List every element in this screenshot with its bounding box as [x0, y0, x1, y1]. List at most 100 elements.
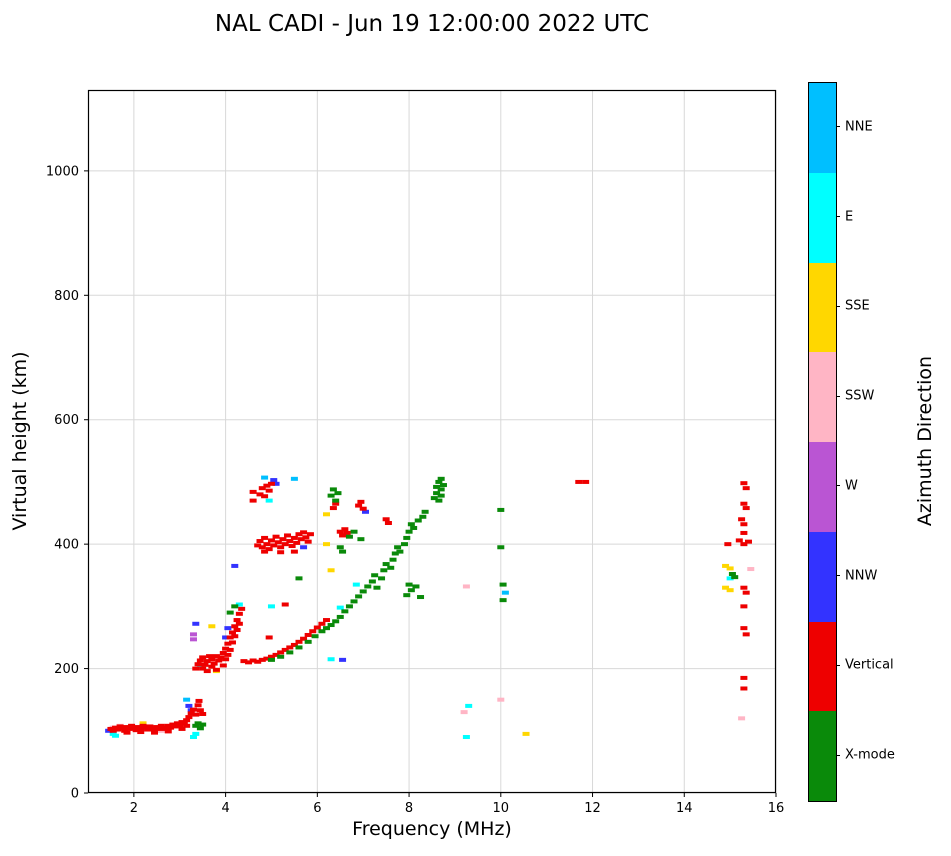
point-xmode	[407, 588, 415, 593]
point-vertical	[192, 712, 200, 717]
point-xmode	[318, 629, 326, 634]
colorbar-segment-nnw	[809, 531, 836, 622]
point-vertical	[185, 715, 193, 720]
point-xmode	[199, 722, 207, 727]
point-vertical	[293, 540, 301, 545]
point-vertical	[742, 590, 750, 595]
point-vertical	[359, 506, 367, 511]
point-vertical	[300, 530, 308, 535]
point-vertical	[222, 657, 230, 662]
point-vertical	[219, 651, 227, 656]
point-vertical	[192, 666, 200, 671]
point-vertical	[258, 657, 266, 662]
point-xmode	[350, 599, 358, 604]
point-xmode	[412, 584, 420, 589]
colorbar-tick	[836, 305, 840, 307]
point-sse	[327, 568, 335, 573]
point-vertical	[329, 506, 337, 511]
point-vertical	[215, 658, 223, 663]
point-vertical	[183, 723, 191, 728]
colorbar-label-nne: NNE	[845, 119, 873, 135]
y-tick-label: 0	[71, 787, 79, 802]
point-vertical	[224, 652, 232, 657]
point-xmode	[364, 584, 372, 589]
point-vertical	[582, 479, 590, 484]
y-tick-label: 200	[54, 662, 79, 677]
point-vertical	[189, 707, 197, 712]
point-xmode	[403, 535, 411, 540]
point-xmode	[332, 498, 340, 503]
point-vertical	[343, 530, 351, 535]
y-axis-label: Virtual height (km)	[9, 351, 31, 531]
point-e	[265, 498, 273, 503]
point-vertical	[212, 667, 220, 672]
point-vertical	[132, 728, 140, 733]
point-vertical	[267, 654, 275, 659]
point-nnw	[270, 478, 278, 483]
point-vertical	[323, 618, 331, 623]
x-tick-label: 2	[130, 801, 138, 816]
point-vertical	[231, 634, 239, 639]
point-vertical	[226, 635, 234, 640]
point-xmode	[435, 498, 443, 503]
point-xmode	[405, 582, 413, 587]
point-vertical	[279, 537, 287, 542]
point-vertical	[217, 655, 225, 660]
y-tick-label: 1000	[46, 164, 79, 179]
point-xmode	[417, 595, 425, 600]
point-vertical	[740, 481, 748, 486]
point-xmode	[405, 529, 413, 534]
point-vertical	[194, 703, 202, 708]
point-vertical	[224, 641, 232, 646]
point-vertical	[203, 669, 211, 674]
point-ssw	[462, 584, 470, 589]
point-vertical	[265, 488, 273, 493]
point-vertical	[355, 503, 363, 508]
point-ssw	[747, 567, 755, 572]
point-sse	[208, 624, 216, 629]
point-xmode	[437, 487, 445, 492]
point-sse	[139, 721, 147, 726]
point-vertical	[226, 647, 234, 652]
point-xmode	[304, 639, 312, 644]
point-xmode	[196, 726, 204, 731]
point-vertical	[123, 730, 131, 735]
point-vertical	[297, 537, 305, 542]
point-vertical	[290, 535, 298, 540]
colorbar-label-xmode: X-mode	[845, 747, 895, 763]
point-vertical	[245, 660, 253, 665]
point-xmode	[497, 507, 505, 512]
colorbar-tick	[836, 485, 840, 487]
point-xmode	[371, 573, 379, 578]
point-nnw	[222, 635, 230, 640]
point-vertical	[164, 729, 172, 734]
point-e	[352, 582, 360, 587]
point-xmode	[437, 476, 445, 481]
point-vertical	[742, 486, 750, 491]
point-vertical	[208, 664, 216, 669]
point-vertical	[265, 635, 273, 640]
point-vertical	[302, 535, 310, 540]
point-xmode	[437, 493, 445, 498]
point-vertical	[235, 611, 243, 616]
point-vertical	[256, 492, 264, 497]
point-e	[192, 731, 200, 736]
point-vertical	[162, 726, 170, 731]
point-vertical	[740, 542, 748, 547]
colorbar-segment-ssw	[809, 352, 836, 442]
point-xmode	[226, 610, 234, 615]
point-w	[189, 632, 197, 637]
point-vertical	[735, 538, 743, 543]
point-xmode	[421, 509, 429, 514]
point-vertical	[194, 662, 202, 667]
point-e	[336, 605, 344, 610]
point-xmode	[433, 491, 441, 496]
point-xmode	[419, 514, 427, 519]
point-vertical	[295, 532, 303, 537]
point-xmode	[311, 634, 319, 639]
point-nnw	[300, 545, 308, 550]
point-vertical	[180, 721, 188, 726]
point-vertical	[249, 498, 257, 503]
plot-border	[87, 89, 777, 794]
point-vertical	[125, 726, 133, 731]
